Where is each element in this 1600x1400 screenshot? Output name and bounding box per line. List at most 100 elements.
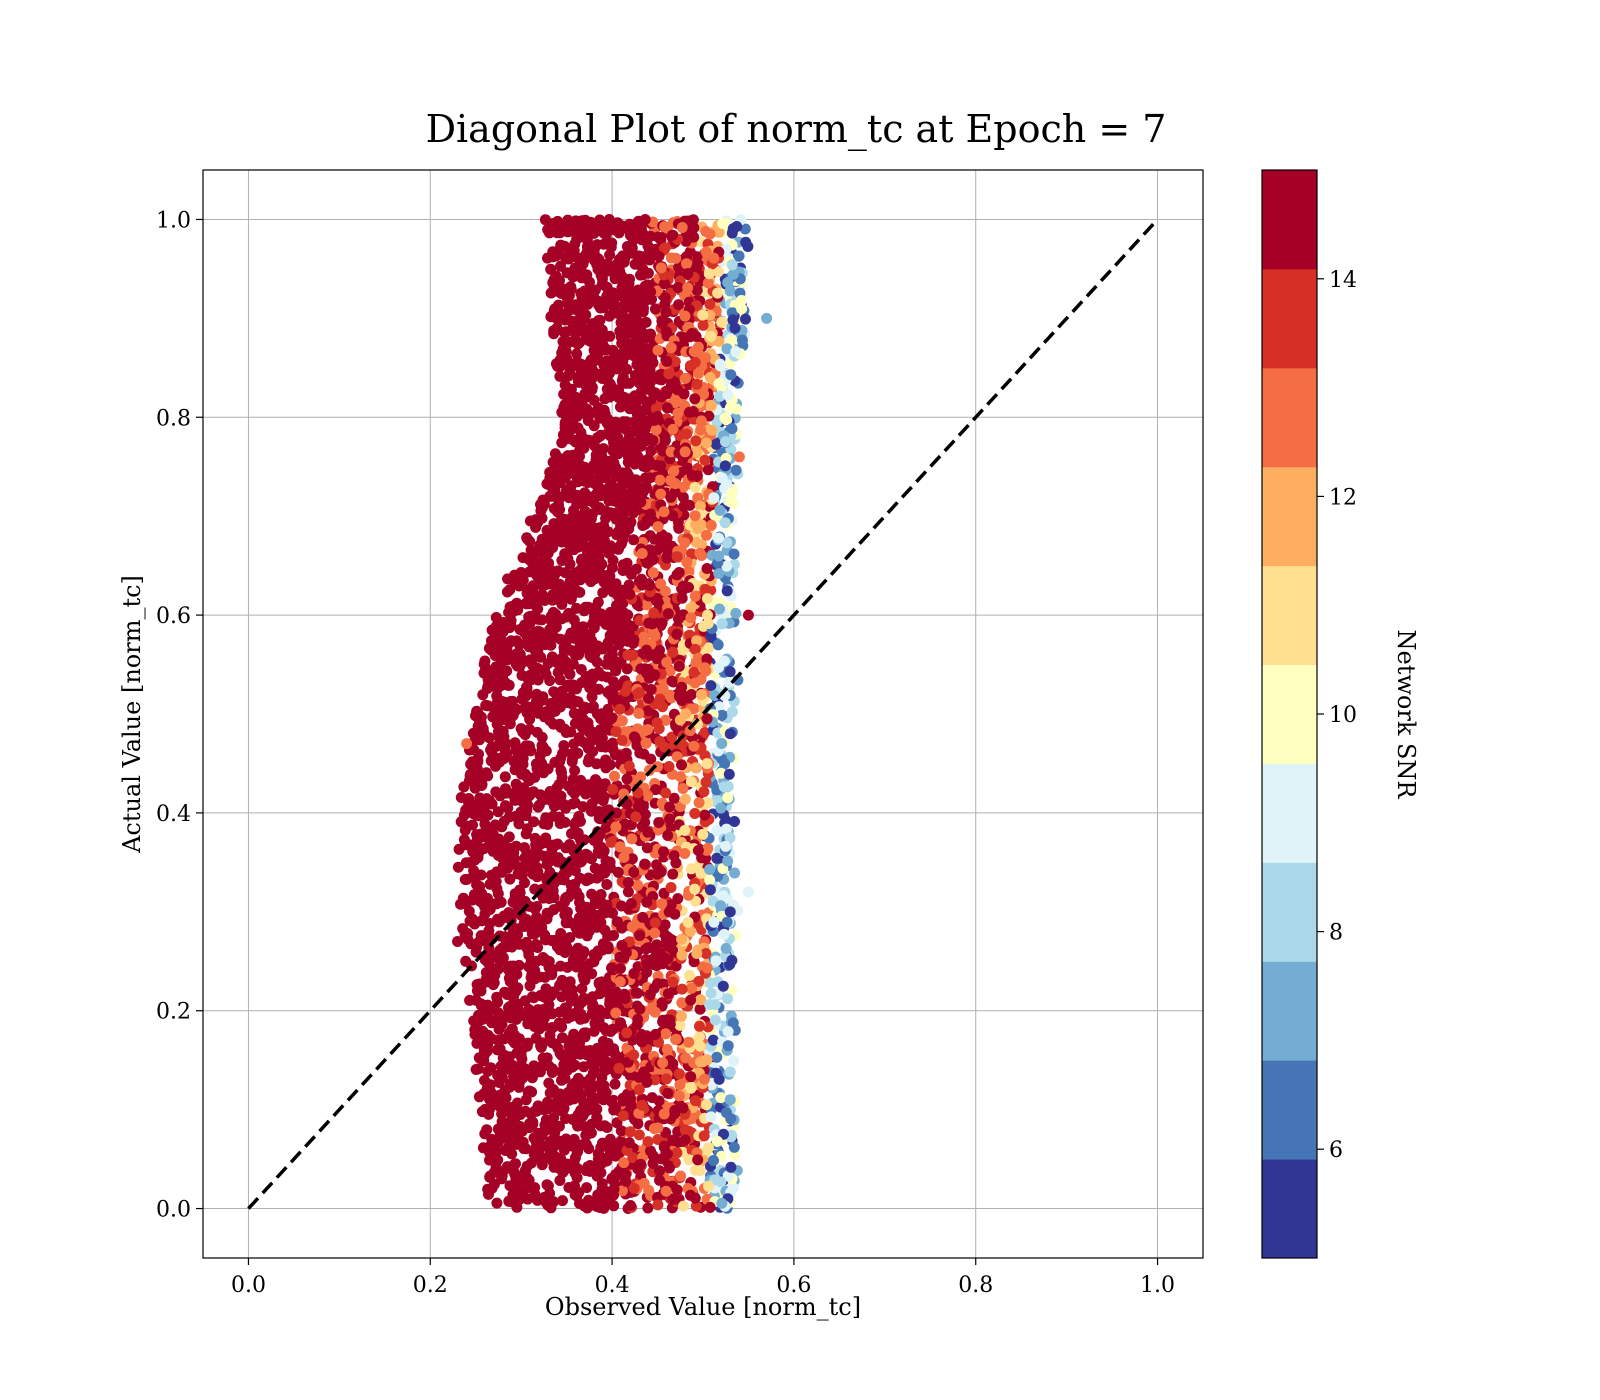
data-point xyxy=(493,1023,505,1035)
data-point xyxy=(655,373,667,385)
data-point xyxy=(608,1043,620,1055)
data-point xyxy=(548,325,560,337)
data-point xyxy=(721,585,733,597)
data-point xyxy=(510,811,521,822)
data-point xyxy=(522,1008,534,1020)
data-point xyxy=(679,537,691,549)
data-point xyxy=(730,607,742,619)
data-point xyxy=(625,312,637,324)
data-point xyxy=(725,335,737,346)
data-point xyxy=(542,1180,554,1192)
data-point xyxy=(641,896,653,908)
data-point xyxy=(558,663,570,675)
data-point xyxy=(700,246,712,258)
data-point xyxy=(723,768,735,780)
data-point xyxy=(621,663,633,675)
data-point xyxy=(679,848,691,859)
data-point xyxy=(707,1034,719,1046)
data-point xyxy=(607,737,619,749)
data-point xyxy=(702,277,714,289)
data-point xyxy=(563,370,575,382)
data-point xyxy=(537,1037,549,1049)
data-point xyxy=(581,1129,593,1141)
data-point xyxy=(520,1094,532,1106)
data-point xyxy=(666,675,678,687)
data-point xyxy=(661,1073,672,1085)
data-point xyxy=(704,874,716,886)
data-point xyxy=(591,1112,603,1124)
data-point xyxy=(640,461,652,473)
data-point xyxy=(579,407,591,419)
data-point xyxy=(701,1099,712,1111)
data-point xyxy=(647,567,659,579)
data-point xyxy=(718,781,730,793)
data-point xyxy=(578,701,590,713)
data-point xyxy=(605,836,617,848)
data-point xyxy=(575,664,587,675)
data-point xyxy=(502,802,514,814)
data-point xyxy=(633,1071,645,1083)
data-point xyxy=(521,532,533,544)
data-point xyxy=(529,832,541,844)
data-point xyxy=(588,615,600,627)
data-point xyxy=(485,1062,497,1074)
data-point xyxy=(713,378,725,389)
data-point xyxy=(467,727,479,739)
data-point xyxy=(716,1150,728,1162)
data-point xyxy=(595,522,607,533)
data-point xyxy=(661,1043,673,1055)
data-point xyxy=(554,674,566,686)
data-point xyxy=(561,984,573,996)
data-point xyxy=(556,772,568,784)
data-point xyxy=(716,709,728,721)
data-point xyxy=(576,945,588,957)
data-point xyxy=(679,825,691,836)
data-point xyxy=(687,223,699,234)
data-point xyxy=(709,1014,721,1026)
data-point xyxy=(601,615,613,627)
data-point xyxy=(689,643,701,655)
data-point xyxy=(641,557,653,569)
data-point xyxy=(592,945,604,957)
data-point xyxy=(506,1148,518,1160)
data-point xyxy=(603,1142,615,1154)
data-point xyxy=(592,445,604,457)
data-point xyxy=(661,552,673,564)
data-point xyxy=(569,797,581,809)
data-point xyxy=(601,1152,613,1164)
data-point xyxy=(628,1049,640,1061)
data-point xyxy=(601,417,613,429)
data-point xyxy=(604,1133,616,1145)
data-point xyxy=(478,667,490,679)
data-point xyxy=(567,320,579,332)
data-point xyxy=(620,1175,632,1187)
data-point xyxy=(543,529,555,541)
data-point xyxy=(691,284,703,296)
data-point xyxy=(532,674,544,686)
data-point xyxy=(459,824,471,836)
data-point xyxy=(578,565,590,577)
data-point xyxy=(572,708,584,720)
data-point xyxy=(475,985,487,997)
data-point xyxy=(629,258,641,270)
data-point xyxy=(642,705,654,717)
data-point xyxy=(616,900,627,912)
data-point xyxy=(481,976,492,988)
data-point xyxy=(633,455,645,466)
data-point xyxy=(674,1079,686,1091)
data-point xyxy=(646,618,658,630)
data-point xyxy=(592,432,604,444)
data-point xyxy=(634,1003,646,1015)
data-point xyxy=(616,940,628,951)
data-point xyxy=(694,1003,706,1015)
data-point xyxy=(491,1197,503,1209)
data-point xyxy=(591,916,603,928)
data-point xyxy=(558,326,570,338)
data-point xyxy=(660,714,672,726)
data-point xyxy=(684,725,696,737)
data-point xyxy=(596,985,608,997)
data-point xyxy=(471,888,483,900)
data-point xyxy=(708,492,720,504)
data-point xyxy=(635,269,646,281)
